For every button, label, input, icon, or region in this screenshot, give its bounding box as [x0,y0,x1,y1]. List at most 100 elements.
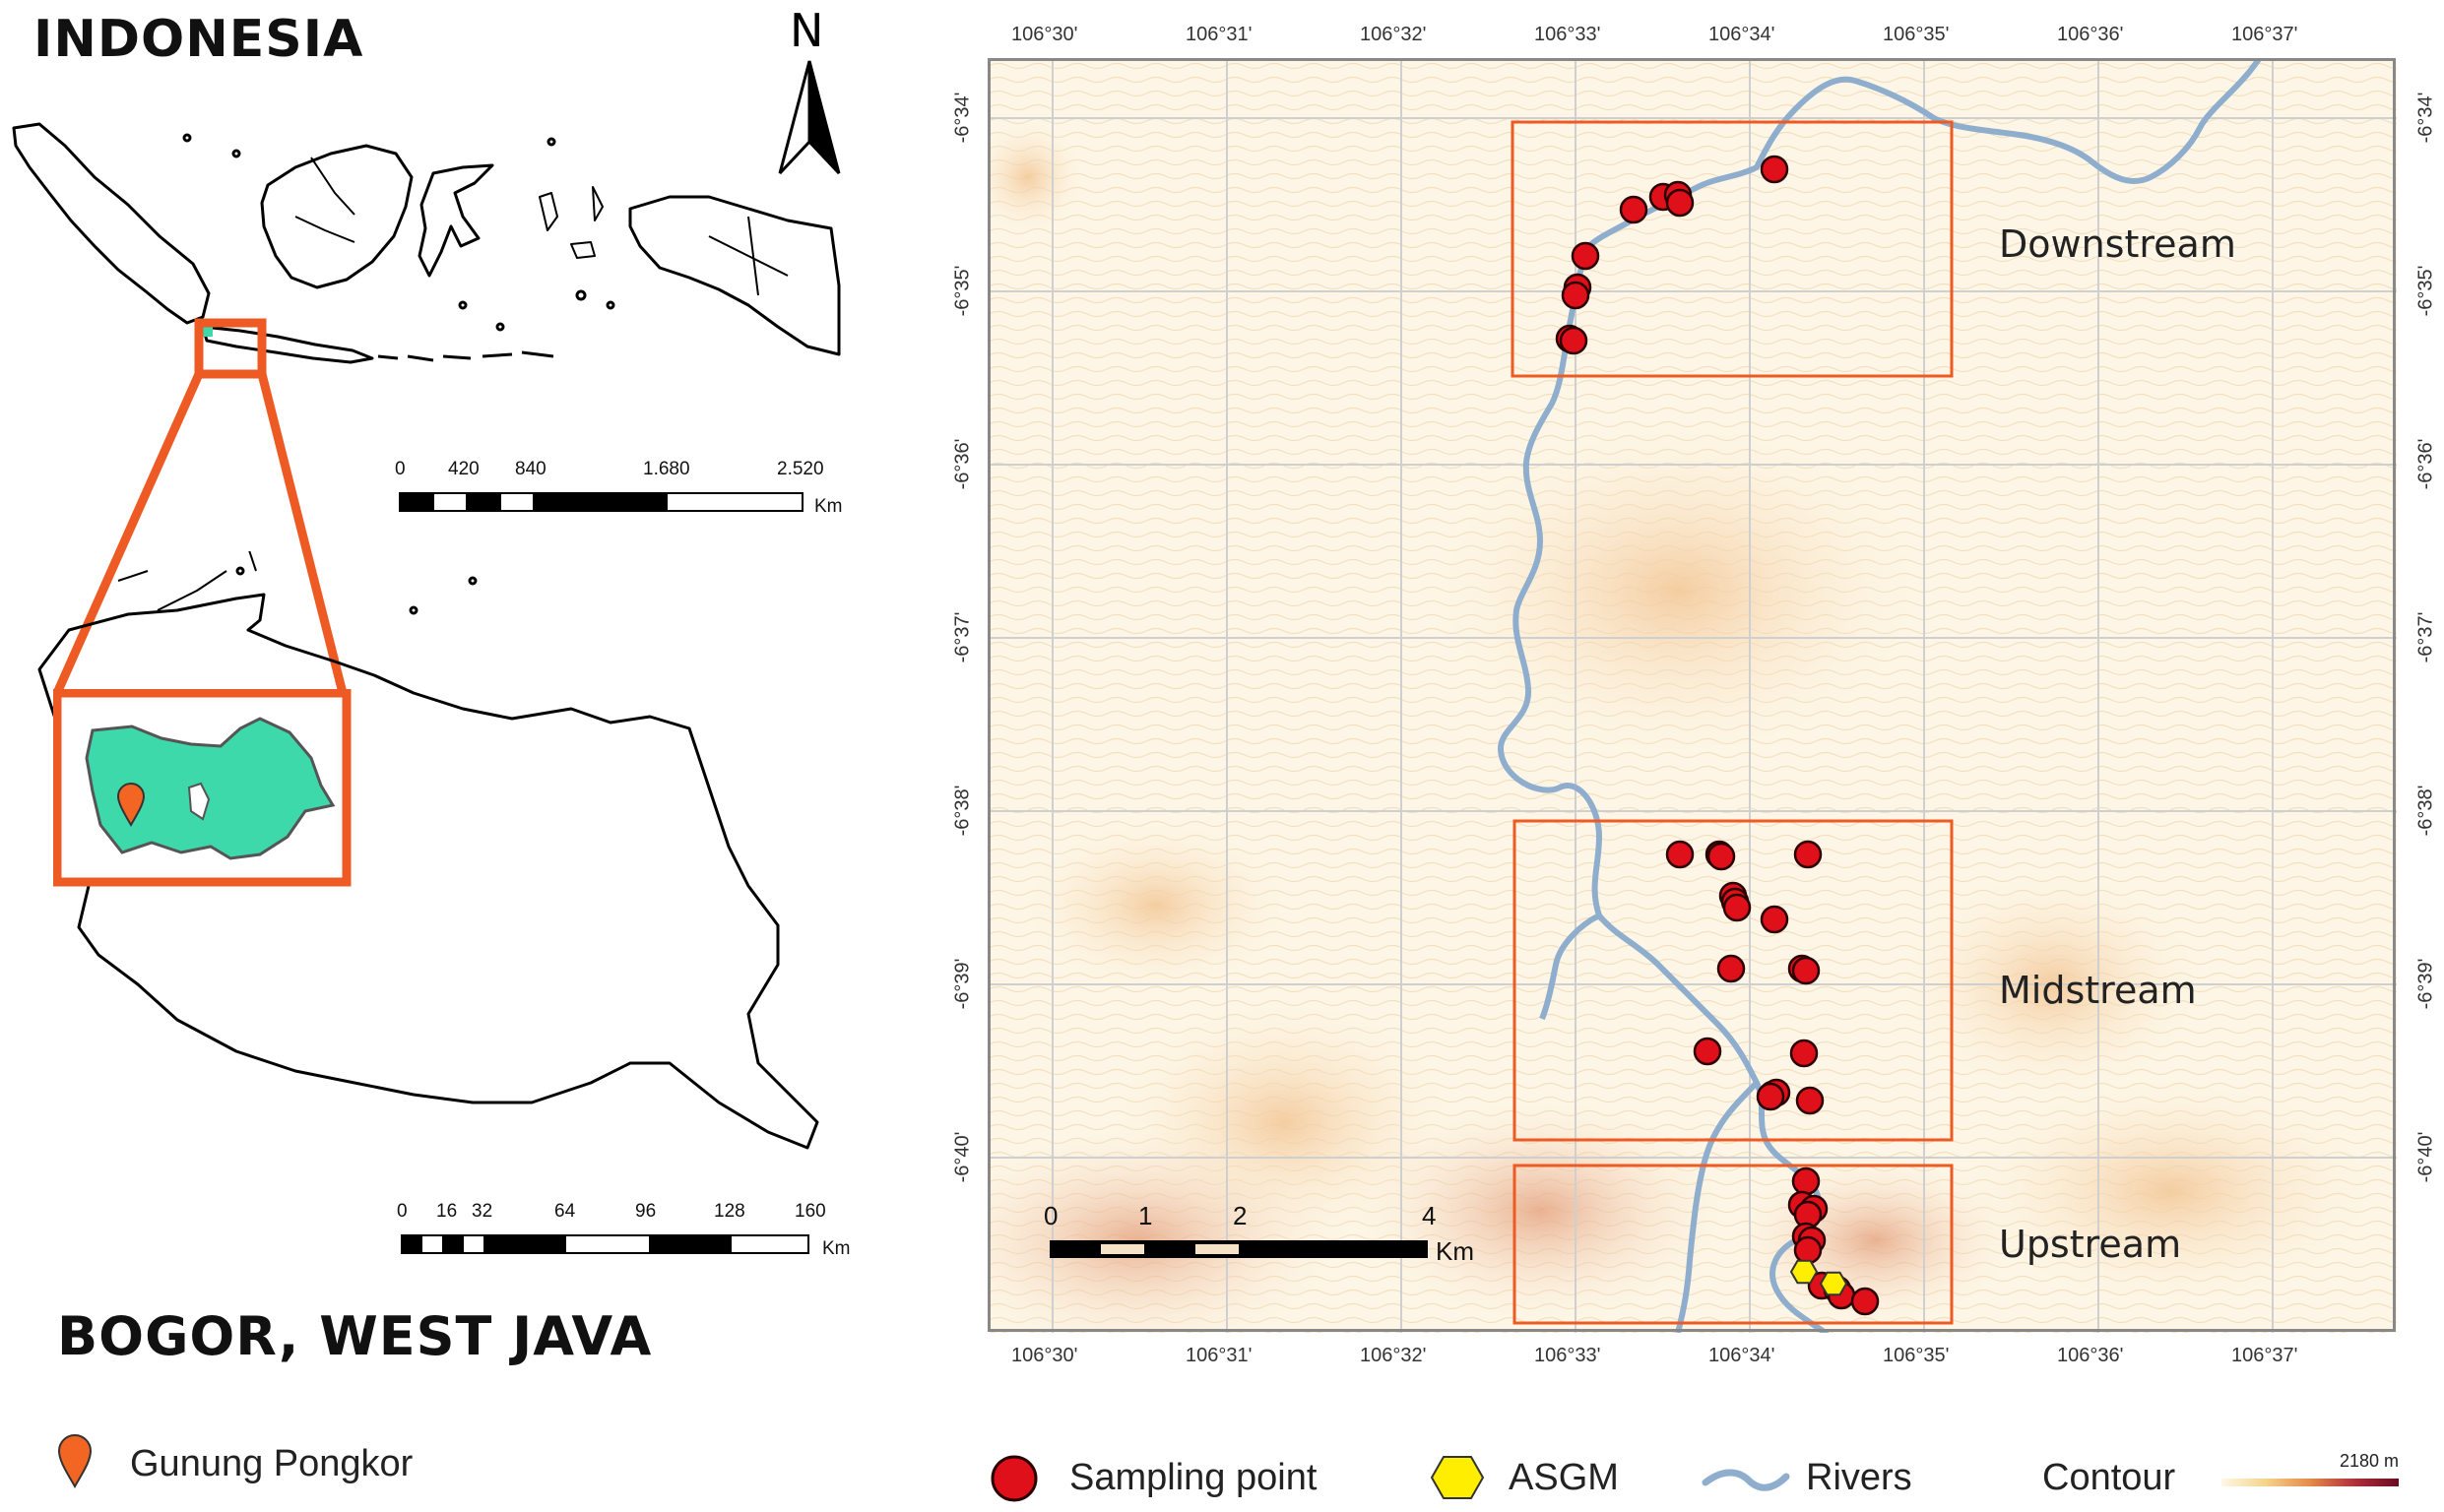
longitude-label: 106°33' [1534,24,1601,45]
longitude-label: 106°31' [1186,1345,1253,1366]
sampling-point [1795,1086,1825,1115]
scale-label: 840 [515,459,547,479]
midstream-box [1512,819,1954,1142]
main-scale-label: 4 [1422,1201,1437,1230]
bogor-regency-shape [85,717,336,860]
sampling-point [1760,155,1789,184]
scale-label: 16 [436,1201,458,1222]
river-legend-icon [1702,1469,1790,1491]
longitude-label: 106°32' [1360,24,1427,45]
asgm-point [1789,1259,1819,1285]
scale-label: 160 [795,1201,826,1222]
longitude-label: 106°33' [1534,1345,1601,1366]
locator-box [194,318,267,379]
scale-label: 420 [448,459,480,479]
sampling-point [1793,840,1823,869]
longitude-label: 106°32' [1360,1345,1427,1366]
scale-label: 0 [395,459,406,479]
latitude-label: -6°35' [2414,265,2437,317]
latitude-label: -6°36' [951,438,974,490]
sampling-point [1760,905,1789,934]
main-scale-label: 1 [1138,1201,1153,1230]
longitude-label: 106°37' [2231,1345,2298,1366]
longitude-label: 106°30' [1011,24,1078,45]
longitude-label: 106°36' [2057,1345,2124,1366]
legend-asgm: ASGM [1509,1457,1619,1498]
main-scalebar [1050,1240,1428,1258]
inset-callout [52,318,348,695]
zone-label-midstream: Midstream [1999,969,2197,1012]
bogor-inset [53,689,352,887]
upstream-box [1512,1164,1954,1325]
latitude-label: -6°36' [2414,438,2437,490]
main-map: 0 1 2 4 Km Downstream Midstream Upstream [989,59,2397,1333]
latitude-label: -6°37' [951,611,974,663]
nusa-tenggara [377,350,554,362]
longitude-label: 106°35' [1883,24,1950,45]
sampling-point [1756,1082,1785,1111]
sampling-point [1850,1287,1880,1316]
latitude-label: -6°39' [2414,958,2437,1010]
asgm-point [1819,1271,1848,1296]
longitude-label: 106°31' [1186,24,1253,45]
latitude-label: -6°40' [951,1131,974,1183]
sampling-point [1791,956,1821,985]
latitude-label: -6°39' [951,958,974,1010]
sampling-point [1571,241,1600,271]
sampling-point [1665,188,1695,218]
bogor-title: BOGOR, WEST JAVA [57,1305,653,1367]
scale-label: 96 [635,1201,657,1222]
gunung-pongkor-marker-icon [116,783,146,827]
north-letter: N [790,4,824,57]
longitude-label: 106°36' [2057,24,2124,45]
latitude-label: -6°38' [951,785,974,837]
scale-label: 1.680 [643,459,690,479]
sampling-point [1722,893,1752,922]
papua-island [628,195,841,356]
java-island [201,325,374,364]
latitude-label: -6°34' [2414,92,2437,144]
contour-max-label: 2180 m [2340,1451,2400,1471]
longitude-label: 106°34' [1708,24,1775,45]
sampling-point [1559,326,1588,355]
sampling-point-icon [991,1455,1038,1502]
zone-label-downstream: Downstream [1999,222,2236,266]
sulawesi-island [418,163,494,278]
main-scale-unit: Km [1436,1236,1474,1266]
location-marker-icon [57,1434,93,1488]
latitude-label: -6°37' [2414,611,2437,663]
legend-contour: Contour [2042,1457,2176,1498]
sampling-point [1716,954,1746,983]
main-scale-label: 0 [1044,1201,1059,1230]
map-frame [988,58,2396,1332]
legend-sampling-point: Sampling point [1069,1457,1318,1498]
longitude-label: 106°37' [2231,24,2298,45]
legend-rivers: Rivers [1806,1457,1912,1498]
latitude-label: -6°34' [951,92,974,144]
asgm-icon [1430,1456,1485,1499]
north-arrow-icon [778,60,841,175]
west-java-map [37,551,819,1150]
sampling-point [1789,1039,1819,1068]
longitude-label: 106°30' [1011,1345,1078,1366]
sumatra-island [12,122,211,325]
sampling-point [1619,195,1648,224]
sampling-point [1665,840,1695,869]
latitude-label: -6°35' [951,265,974,317]
longitude-label: 106°34' [1708,1345,1775,1366]
scale-label: 64 [554,1201,576,1222]
scale-unit: Km [822,1238,851,1259]
scale-label: 32 [472,1201,493,1222]
scale-label: 0 [397,1201,408,1222]
contour-color-ramp [2221,1479,2399,1486]
borneo-island [260,144,414,289]
scale-unit: Km [814,496,843,517]
downstream-box [1511,120,1954,378]
sampling-point [1561,281,1590,310]
indonesia-title: INDONESIA [33,10,364,69]
scale-label: 128 [714,1201,745,1222]
sampling-point [1706,842,1736,871]
main-scale-label: 2 [1233,1201,1248,1230]
latitude-label: -6°40' [2414,1131,2437,1183]
longitude-label: 106°35' [1883,1345,1950,1366]
